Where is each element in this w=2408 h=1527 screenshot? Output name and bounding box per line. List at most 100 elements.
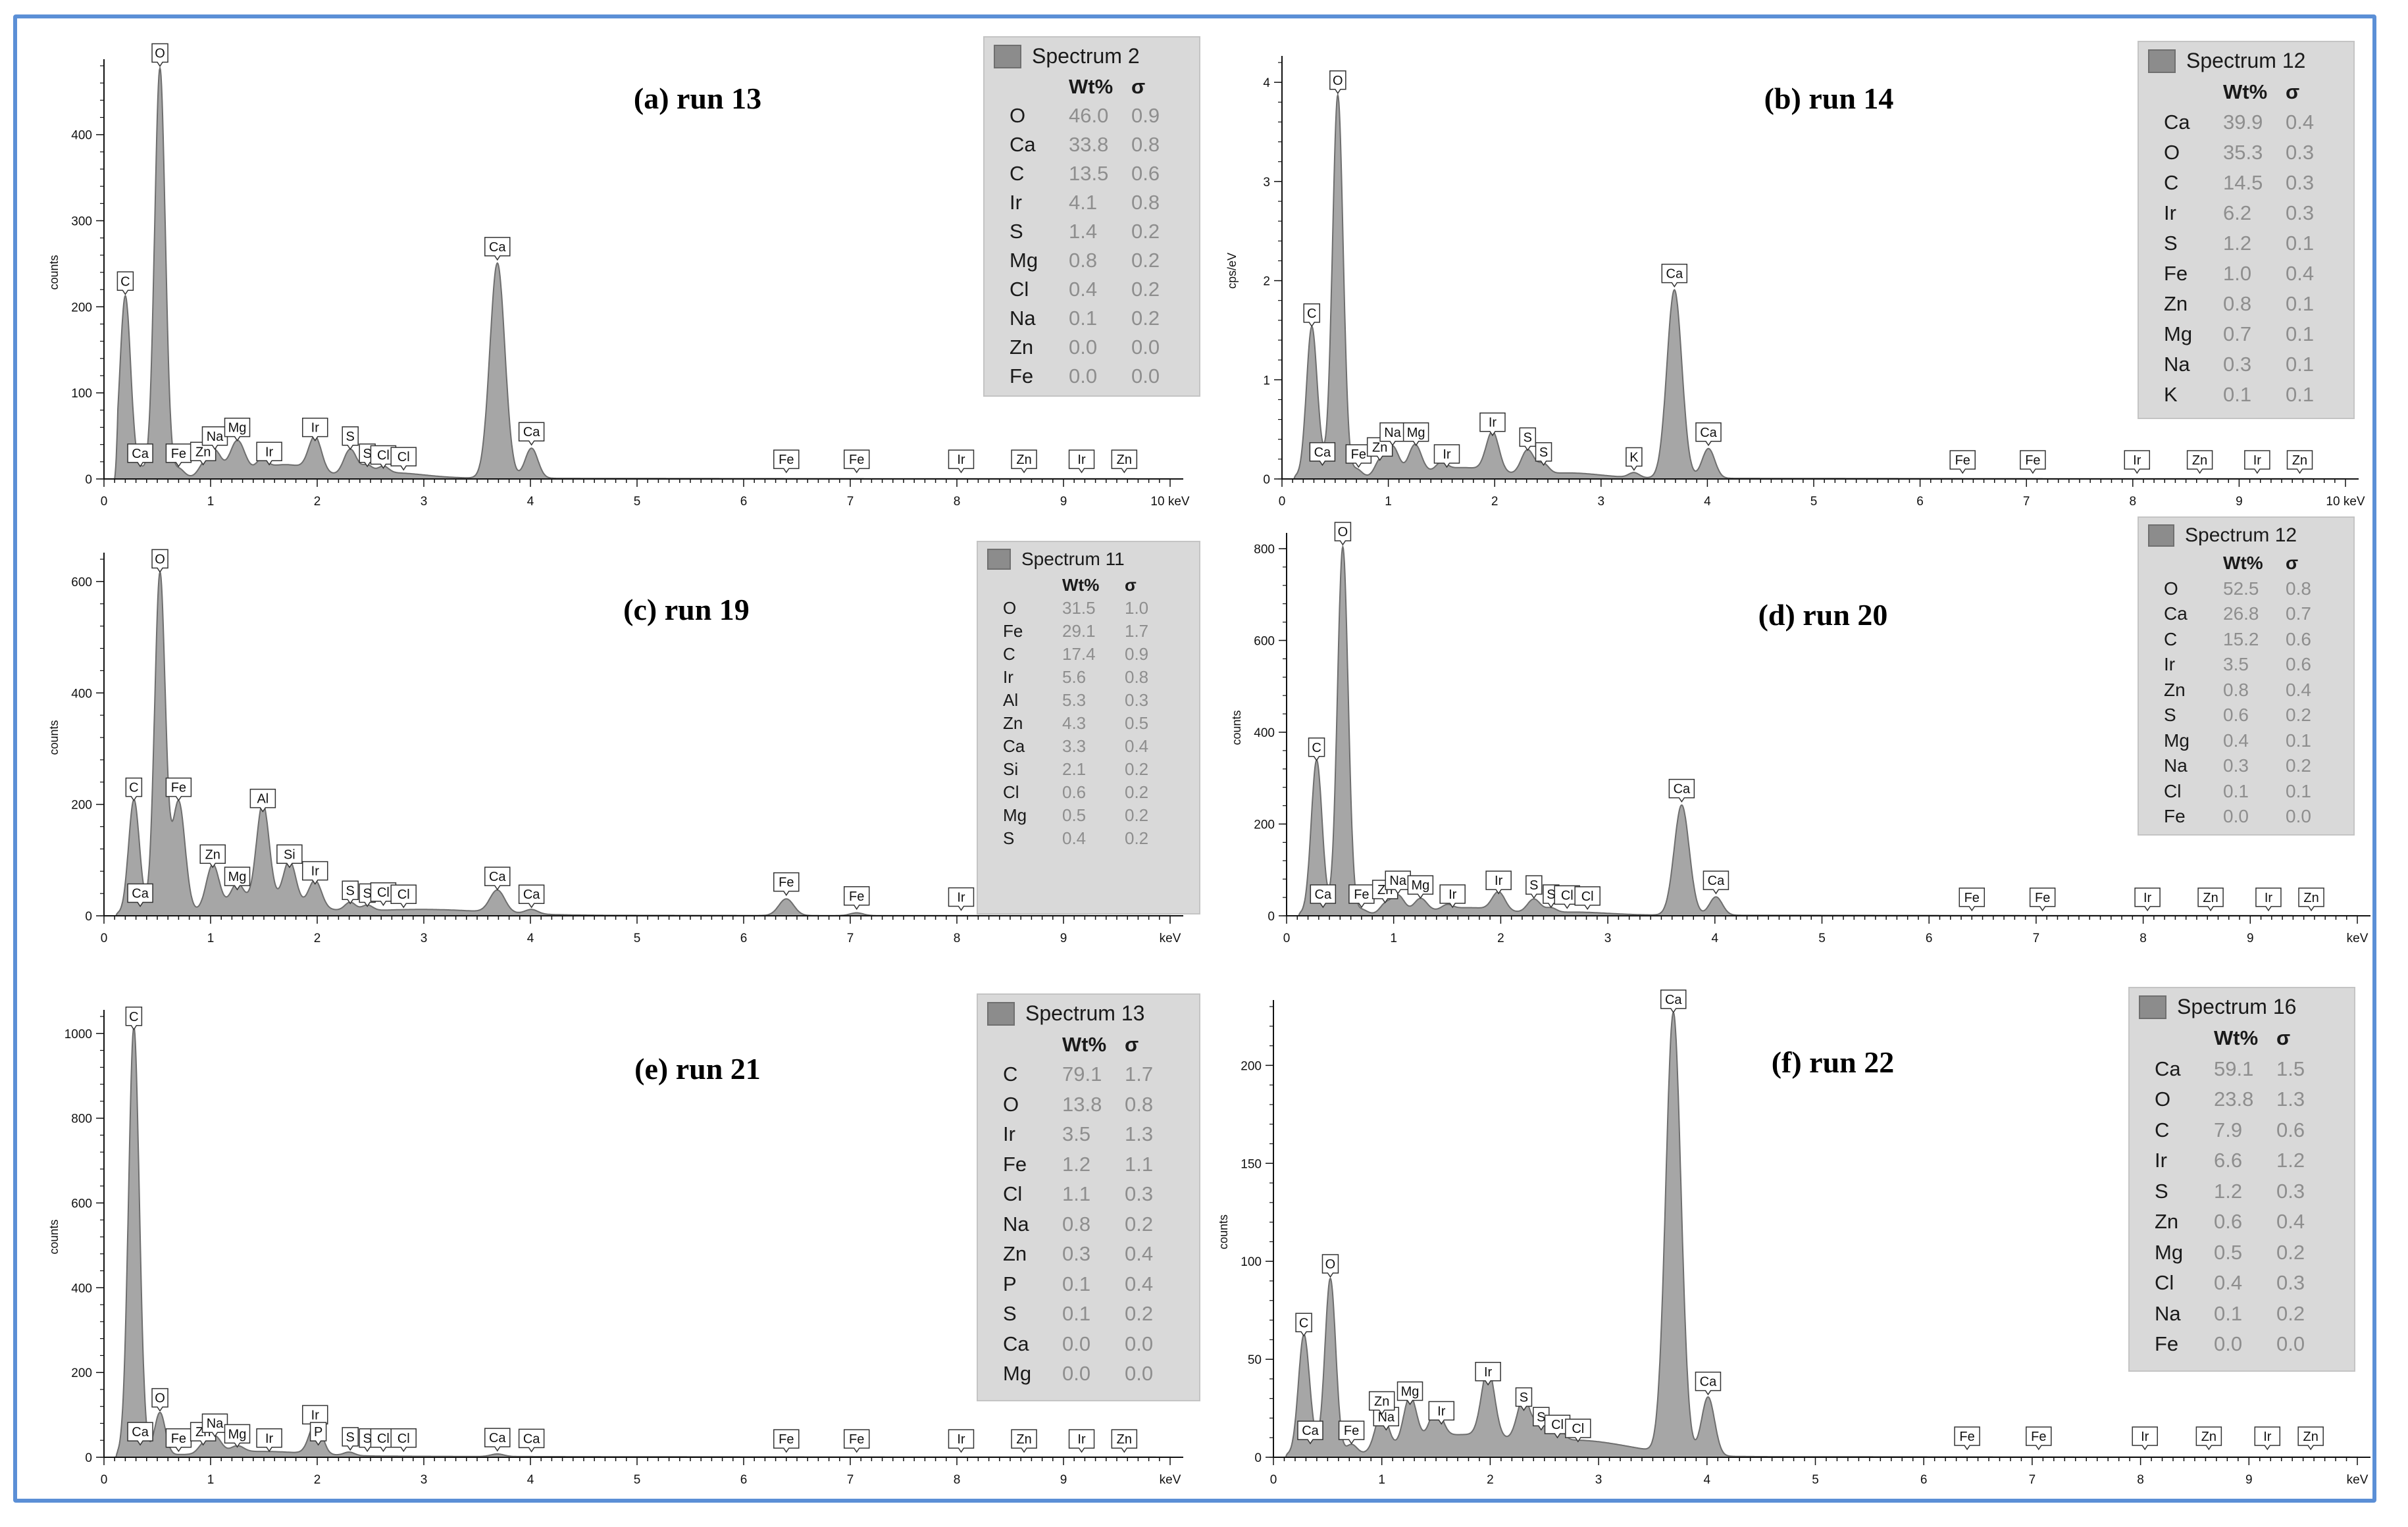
marker-label: C	[1299, 1316, 1308, 1330]
x-tick-label: 9	[1060, 932, 1067, 945]
legend-table: Wt% σ C 79.1 1.7 O 13.8 0.8 Ir 3.5 1.3 Fe 1.2 1.1 Cl 1.…	[1003, 1030, 1164, 1389]
legend-title: Spectrum 13	[1025, 1001, 1145, 1025]
marker-callout	[151, 1388, 168, 1412]
x-tick-label: 4	[527, 1473, 534, 1487]
legend-sigma-value: 0.8	[1131, 191, 1160, 214]
element-marker-ir: Ir	[2134, 888, 2161, 912]
y-axis-label: counts	[47, 1219, 61, 1254]
marker-label: Ir	[957, 453, 965, 467]
marker-callout	[1334, 522, 1352, 546]
marker-label: Fe	[849, 889, 864, 904]
marker-label: S	[346, 1430, 355, 1445]
x-tick-label: keV	[2347, 932, 2369, 945]
legend-row: Cl 0.4 0.3	[2155, 1268, 2316, 1299]
element-marker-fe: Fe	[2029, 888, 2056, 912]
marker-callout	[1515, 1387, 1533, 1411]
legend-sigma-header: σ	[1125, 575, 1137, 595]
legend-element: Cl	[2164, 780, 2182, 801]
legend-element: Ir	[1003, 1122, 1015, 1146]
legend-row: C 7.9 0.6	[2155, 1115, 2316, 1146]
x-tick-label: 6	[1916, 495, 1924, 509]
marker-callout	[1068, 1429, 1095, 1453]
marker-callout	[2255, 888, 2282, 912]
marker-label: S	[1537, 1410, 1545, 1424]
x-tick-label: 6	[740, 932, 748, 945]
marker-callout	[484, 237, 511, 261]
element-marker-cl: Cl	[1544, 1414, 1571, 1439]
legend-sigma-value: 0.3	[2276, 1179, 2305, 1203]
x-tick-label: 1	[1378, 1473, 1385, 1487]
legend-element: Zn	[1003, 713, 1023, 733]
legend-wt-value: 2.1	[1062, 759, 1087, 779]
marker-label: Ir	[2141, 1430, 2149, 1444]
element-marker-ca: Ca	[127, 443, 153, 468]
legend-row: S 0.1 0.2	[1003, 1299, 1164, 1330]
legend-wt-value: 1.1	[1062, 1182, 1091, 1206]
marker-label: C	[129, 781, 138, 795]
marker-label: P	[314, 1425, 322, 1439]
legend-table: Wt% σ O 46.0 0.9 Ca 33.8 0.8 C 13.5 0.6 Ir 4.1 0.8 S 1.…	[1010, 72, 1171, 391]
legend-empty-header	[2155, 1023, 2214, 1054]
marker-callout	[224, 866, 251, 891]
marker-callout	[276, 844, 303, 868]
element-marker-fe: Fe	[165, 1428, 192, 1453]
spectrum-panel-6: 0 1 2 3 4 5 6 7 8 9 keV 0 50 100 150 200 counts (f) run 2…	[1217, 989, 2370, 1487]
legend-sigma-value: 0.2	[1125, 782, 1149, 802]
marker-label: Ir	[1489, 416, 1497, 430]
legend-wt-value: 0.3	[2223, 353, 2252, 376]
legend-sigma-header: σ	[2286, 80, 2300, 103]
element-marker-ir: Ir	[302, 417, 328, 442]
x-tick-label: 0	[1270, 1473, 1277, 1487]
y-tick-label: 800	[71, 1113, 92, 1126]
legend-row: Ca 59.1 1.5	[2155, 1054, 2316, 1085]
marker-callout	[309, 1422, 327, 1446]
x-tick-label: 4	[1704, 495, 1711, 509]
marker-callout	[1535, 442, 1552, 466]
element-marker-ir: Ir	[948, 887, 975, 911]
panel-title: (f) run 22	[1772, 1045, 1895, 1079]
legend-element: Ca	[1003, 1332, 1029, 1355]
element-marker-zn: Zn	[2297, 1426, 2324, 1451]
element-marker-cl: Cl	[390, 447, 417, 471]
x-tick-label: 5	[1812, 1473, 1819, 1487]
marker-callout	[1525, 875, 1543, 899]
legend-header-row: Wt% σ	[2155, 1023, 2316, 1054]
marker-label: Cl	[377, 449, 390, 463]
element-marker-ca: Ca	[518, 422, 545, 446]
element-marker-ir: Ir	[256, 1428, 282, 1453]
legend-row: Na 0.3 0.1	[2164, 349, 2325, 380]
marker-callout	[1949, 450, 1976, 474]
legend-element: Na	[2164, 353, 2190, 376]
x-tick-label: 3	[1598, 495, 1605, 509]
marker-label: Fe	[1344, 1424, 1359, 1438]
marker-label: Ca	[1315, 888, 1332, 902]
legend-wt-value: 0.6	[2223, 705, 2249, 726]
element-marker-fe: Fe	[773, 449, 800, 474]
spectrum-panel-5: 0 1 2 3 4 5 6 7 8 9 keV 0 200 400 600 800 1000 counts (e) …	[47, 1007, 1183, 1487]
element-marker-s: S	[1519, 427, 1537, 451]
x-tick-label: 3	[1604, 932, 1612, 945]
marker-label: O	[1333, 74, 1343, 88]
legend-element: O	[2164, 141, 2180, 164]
legend-sigma-value: 0.1	[2286, 232, 2315, 255]
marker-callout	[484, 866, 511, 891]
element-marker-fe: Fe	[2026, 1426, 2052, 1451]
legend-sigma-value: 1.7	[1125, 1063, 1154, 1086]
x-tick-label: 6	[740, 1473, 748, 1487]
legend-sigma-value: 0.9	[1125, 644, 1149, 664]
marker-callout	[1519, 427, 1537, 451]
marker-callout	[2020, 450, 2046, 474]
marker-label: Ir	[2263, 1430, 2272, 1444]
legend-wt-value: 3.5	[1062, 1122, 1091, 1146]
x-tick-label: 2	[1497, 932, 1504, 945]
element-marker-fe: Fe	[843, 449, 870, 474]
legend-wt-value: 0.1	[1069, 307, 1098, 330]
marker-label: Mg	[1401, 1385, 1420, 1399]
element-marker-o: O	[1329, 70, 1346, 95]
element-marker-ca: Ca	[484, 866, 511, 891]
legend-sigma-value: 0.9	[1131, 104, 1160, 127]
legend-element: S	[2155, 1179, 2168, 1203]
x-tick-label: 1	[207, 495, 215, 509]
legend-element: Al	[1003, 690, 1019, 710]
legend-wt-value: 4.3	[1062, 713, 1087, 733]
